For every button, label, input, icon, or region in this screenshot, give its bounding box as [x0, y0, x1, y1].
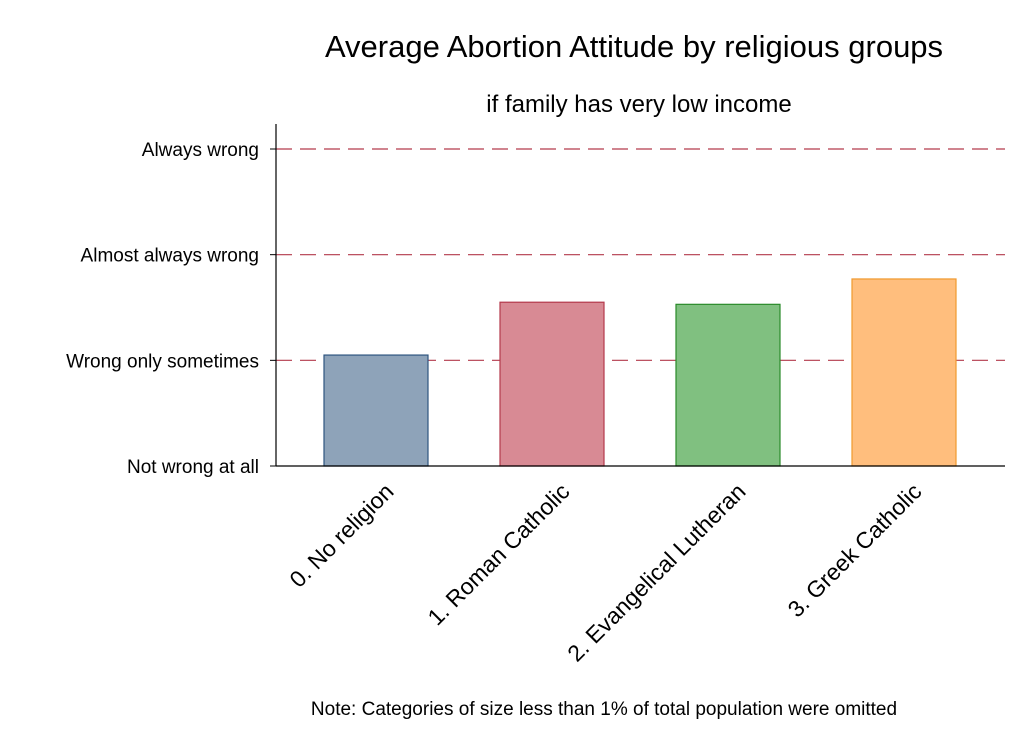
bar — [851, 278, 957, 467]
bar — [323, 354, 429, 467]
y-tick-label: Wrong only sometimes — [66, 351, 259, 372]
x-tick-label: 2. Evangelical Lutheran — [562, 478, 750, 666]
bar — [675, 303, 781, 467]
y-tick-labels: Not wrong at all Wrong only sometimes Almo… — [66, 140, 259, 478]
y-tick-label: Not wrong at all — [127, 457, 259, 478]
chart-note: Note: Categories of size less than 1% of… — [311, 699, 897, 720]
x-tick-label: 3. Greek Catholic — [783, 478, 927, 622]
y-tick-label: Always wrong — [142, 140, 259, 161]
x-tick-label: 0. No religion — [284, 478, 398, 592]
chart-subtitle: if family has very low income — [486, 91, 791, 118]
y-tick-label: Almost always wrong — [81, 246, 259, 267]
x-tick-label: 1. Roman Catholic — [422, 478, 574, 630]
bar — [499, 301, 605, 467]
chart-title: Average Abortion Attitude by religious g… — [325, 29, 943, 64]
bars — [323, 278, 957, 467]
axes — [270, 124, 1005, 467]
